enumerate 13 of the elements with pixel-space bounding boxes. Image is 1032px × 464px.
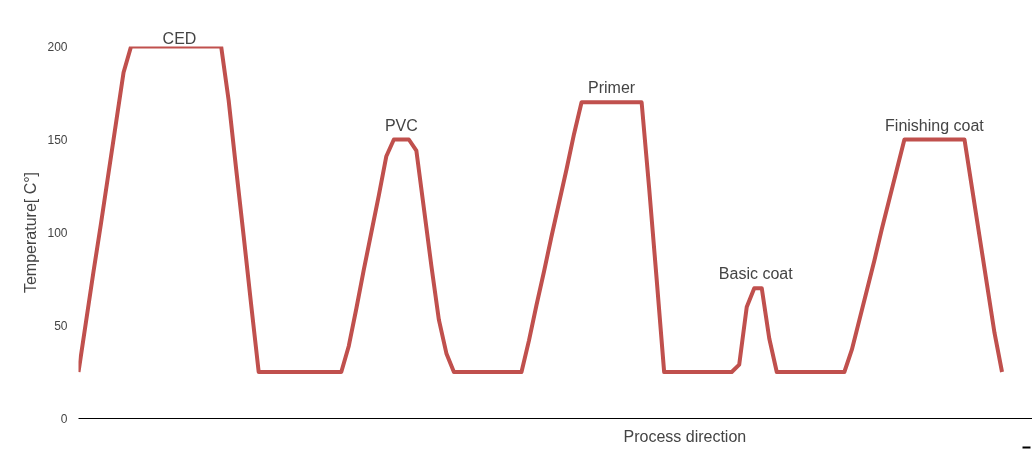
annotation: PVC xyxy=(384,116,418,134)
annotation: CED xyxy=(162,29,197,47)
annotation: Primer xyxy=(588,79,636,97)
x-axis-title: Process direction xyxy=(623,427,747,445)
y-axis-title: Temperature[ C°] xyxy=(22,171,40,294)
line-series xyxy=(78,46,1005,374)
y-tick-label: 100 xyxy=(47,226,68,240)
annotation: Basic coat xyxy=(718,265,794,283)
annotation: Finishing coat xyxy=(885,116,985,134)
y-tick-label: 50 xyxy=(54,319,68,333)
y-tick-label: 200 xyxy=(47,40,68,54)
y-tick-label: 150 xyxy=(47,133,68,147)
y-tick-label: 0 xyxy=(60,412,68,426)
